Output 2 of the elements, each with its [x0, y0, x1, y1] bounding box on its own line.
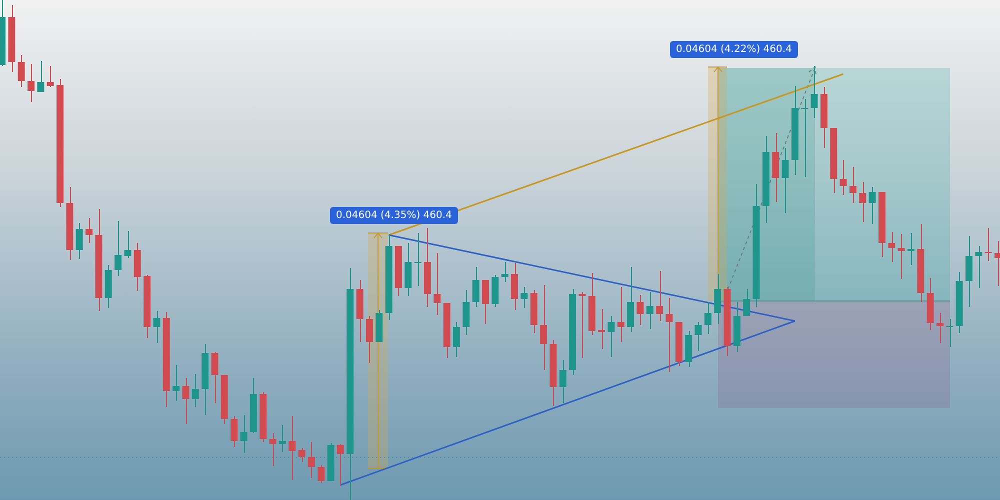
annotation: 0.04604 (4.22%) 460.4 — [670, 41, 798, 58]
annotation: 0.04604 (4.35%) 460.4 — [330, 207, 458, 224]
